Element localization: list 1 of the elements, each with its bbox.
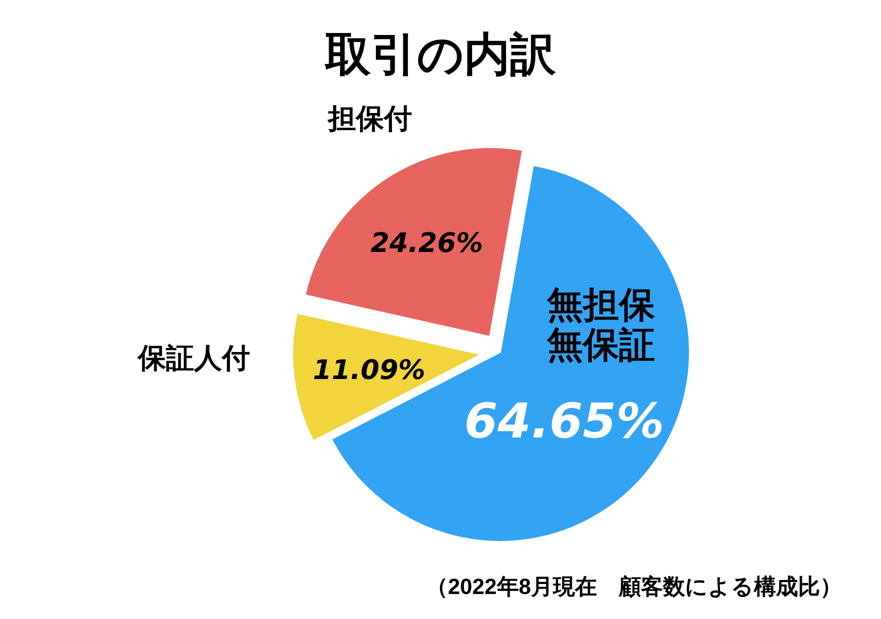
- title: 取引の内訳: [325, 28, 556, 80]
